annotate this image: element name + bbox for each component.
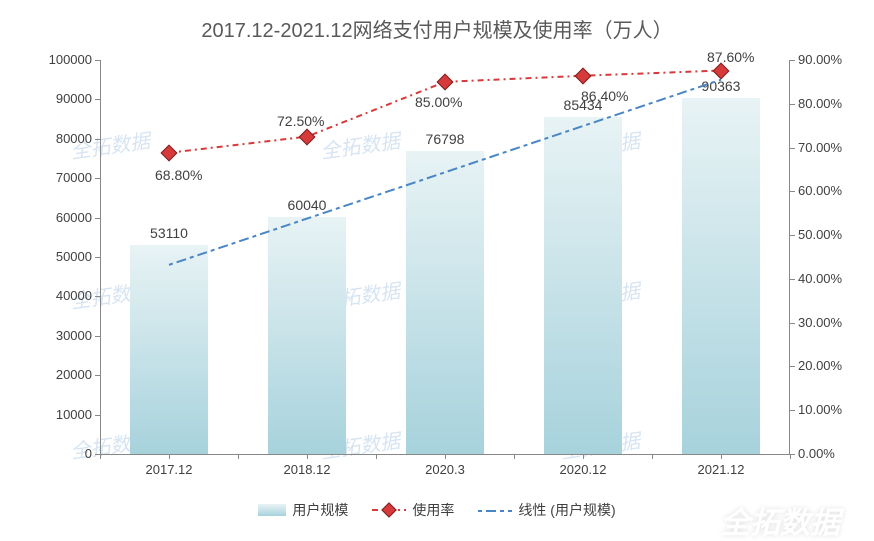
ytick-right-label: 0.00%: [798, 446, 868, 461]
ytick-left-label: 50000: [32, 249, 92, 264]
rate-marker: [437, 73, 454, 90]
ytick-mark-left: [95, 139, 100, 140]
rate-value-label: 85.00%: [415, 94, 462, 110]
chart-title: 2017.12-2021.12网络支付用户规模及使用率（万人）: [0, 14, 874, 43]
ytick-right-label: 60.00%: [798, 183, 868, 198]
ytick-right-label: 30.00%: [798, 315, 868, 330]
ytick-mark-left: [95, 60, 100, 61]
ytick-mark-right: [790, 366, 795, 367]
ytick-mark-right: [790, 104, 795, 105]
xtick-boundary: [376, 454, 377, 459]
ytick-right-label: 50.00%: [798, 227, 868, 242]
ytick-mark-left: [95, 99, 100, 100]
xtick-mark: [445, 454, 446, 459]
rate-value-label: 87.60%: [707, 49, 754, 65]
xtick-boundary: [790, 454, 791, 459]
ytick-left-label: 40000: [32, 288, 92, 303]
rate-marker: [575, 67, 592, 84]
xtick-label: 2018.12: [284, 462, 331, 477]
legend-swatch-rate: [372, 504, 406, 516]
legend-swatch-bars: [258, 504, 286, 516]
legend-item-rate: 使用率: [372, 500, 454, 520]
ytick-mark-right: [790, 410, 795, 411]
xtick-boundary: [100, 454, 101, 459]
ytick-right-label: 20.00%: [798, 358, 868, 373]
rate-value-label: 68.80%: [155, 167, 202, 183]
legend-item-trend: 线性 (用户规模): [478, 500, 615, 520]
ytick-left-label: 90000: [32, 91, 92, 106]
ytick-mark-right: [790, 60, 795, 61]
ytick-right-label: 90.00%: [798, 52, 868, 67]
ytick-mark-left: [95, 296, 100, 297]
bar: [682, 98, 759, 454]
ytick-left-label: 20000: [32, 367, 92, 382]
ytick-right-label: 40.00%: [798, 271, 868, 286]
xtick-label: 2020.12: [560, 462, 607, 477]
ytick-left-label: 30000: [32, 328, 92, 343]
ytick-left-label: 80000: [32, 131, 92, 146]
ytick-left-label: 100000: [32, 52, 92, 67]
xtick-label: 2021.12: [698, 462, 745, 477]
ytick-mark-left: [95, 415, 100, 416]
bar-value-label: 76798: [426, 131, 465, 147]
ytick-mark-right: [790, 279, 795, 280]
bar: [268, 217, 345, 454]
ytick-mark-left: [95, 178, 100, 179]
bar-value-label: 53110: [150, 225, 188, 241]
ytick-left-label: 10000: [32, 407, 92, 422]
legend-item-bars: 用户规模: [258, 500, 348, 520]
ytick-mark-left: [95, 218, 100, 219]
legend-label: 线性 (用户规模): [518, 500, 615, 520]
ytick-right-label: 80.00%: [798, 96, 868, 111]
xtick-boundary: [514, 454, 515, 459]
ytick-right-label: 70.00%: [798, 140, 868, 155]
ytick-mark-right: [790, 323, 795, 324]
xtick-mark: [721, 454, 722, 459]
xtick-label: 2017.12: [146, 462, 193, 477]
ytick-mark-left: [95, 257, 100, 258]
rate-value-label: 86.40%: [581, 88, 628, 104]
rate-marker: [713, 62, 730, 79]
rate-marker: [161, 144, 178, 161]
xtick-boundary: [652, 454, 653, 459]
y-axis-left: [100, 60, 101, 454]
xtick-mark: [583, 454, 584, 459]
legend-swatch-trend: [478, 504, 512, 516]
ytick-mark-right: [790, 148, 795, 149]
bar-value-label: 90363: [702, 78, 741, 94]
ytick-left-label: 60000: [32, 210, 92, 225]
rate-marker: [299, 128, 316, 145]
xtick-mark: [169, 454, 170, 459]
xtick-label: 2020.3: [425, 462, 465, 477]
bar: [544, 117, 621, 454]
watermark: 全拓数据: [318, 125, 401, 165]
legend-label: 用户规模: [292, 500, 348, 520]
legend: 用户规模 使用率 线性 (用户规模): [0, 500, 874, 520]
ytick-mark-left: [95, 336, 100, 337]
xtick-mark: [307, 454, 308, 459]
legend-label: 使用率: [412, 500, 454, 520]
ytick-mark-left: [95, 375, 100, 376]
ytick-mark-right: [790, 235, 795, 236]
rate-value-label: 72.50%: [277, 113, 324, 129]
xtick-boundary: [238, 454, 239, 459]
ytick-right-label: 10.00%: [798, 402, 868, 417]
bar: [130, 245, 207, 454]
bar-value-label: 60040: [288, 197, 327, 213]
ytick-left-label: 0: [32, 446, 92, 461]
y-axis-right: [789, 60, 790, 454]
ytick-left-label: 70000: [32, 170, 92, 185]
ytick-mark-right: [790, 191, 795, 192]
bar: [406, 151, 483, 454]
